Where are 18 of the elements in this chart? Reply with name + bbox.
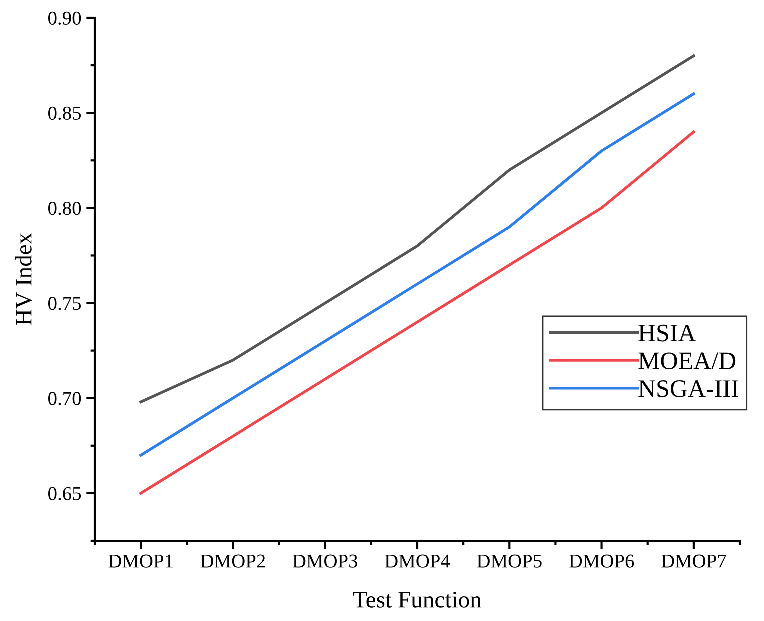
x-tick-label: DMOP2: [200, 554, 266, 568]
y-tick-label: 0.90: [48, 12, 82, 26]
x-tick-label: DMOP7: [662, 554, 726, 568]
y-tick-label: 0.70: [48, 392, 82, 406]
legend-label: HSIA: [638, 324, 696, 342]
y-tick-label: 0.75: [48, 297, 82, 310]
x-tick-label: DMOP6: [569, 554, 634, 568]
y-tick-label: 0.85: [48, 106, 82, 120]
x-tick-label: DMOP5: [477, 554, 542, 568]
legend-label: NSGA-III: [638, 380, 738, 398]
x-axis-title: Test Function: [354, 592, 482, 608]
y-tick-label: 0.80: [48, 202, 82, 216]
x-tick-label: DMOP1: [108, 554, 173, 568]
legend-label: MOEA/D: [638, 352, 736, 370]
x-tick-label: DMOP3: [292, 554, 358, 568]
x-tick-label: DMOP4: [385, 554, 450, 568]
y-tick-label: 0.65: [48, 487, 82, 500]
y-axis-title: HV Index: [15, 233, 32, 326]
